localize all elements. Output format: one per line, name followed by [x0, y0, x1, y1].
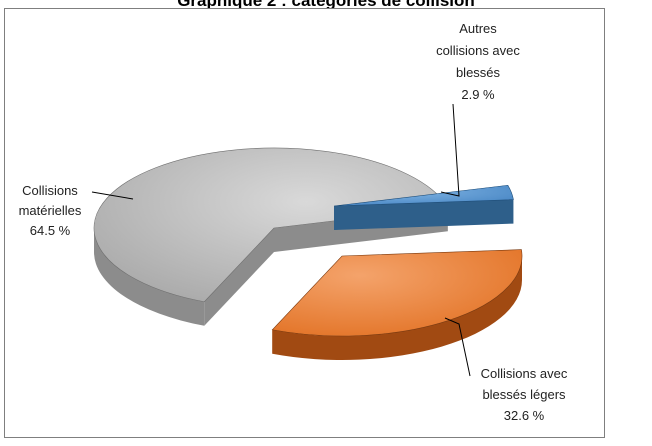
pie-slice-legers-rim-0	[272, 256, 522, 361]
data-label-autres-line-3: 2.9 %	[461, 87, 495, 102]
leader-line-materielles	[91, 191, 134, 200]
pie-slice-autres-wall-end	[334, 199, 514, 230]
leader-line-legers	[444, 317, 471, 377]
pie-slice-autres-top	[333, 184, 514, 207]
data-label-legers-line-0: Collisions avec	[481, 366, 568, 381]
pie-slice-legers-top	[271, 249, 523, 337]
pie-slice-materielles-top	[93, 147, 449, 303]
pie-slice-legers	[271, 249, 523, 361]
chart-title: Graphique 2 : catégories de collision	[177, 0, 475, 10]
leader-lines-layer	[91, 103, 471, 377]
data-label-autres-line-2: blessés	[456, 65, 501, 80]
data-label-materielles-line-0: Collisions	[22, 183, 78, 198]
data-label-legers-line-2: 32.6 %	[504, 408, 545, 423]
data-label-autres-line-1: collisions avec	[436, 43, 520, 58]
data-label-legers-line-1: blessés légers	[482, 387, 566, 402]
data-label-autres-line-0: Autres	[459, 21, 497, 36]
slices-layer	[93, 147, 523, 361]
data-label-materielles-line-1: matérielles	[19, 203, 82, 218]
labels-layer: Autres collisions avec blessés 2.9 % Collisi…	[19, 21, 568, 423]
pie-slice-materielles-rim-0	[94, 228, 205, 326]
leader-line-autres	[440, 103, 460, 197]
pie-slice-autres	[333, 184, 514, 230]
data-label-materielles-line-2: 64.5 %	[30, 223, 71, 238]
pie-slice-materielles-wall-start	[204, 228, 274, 326]
